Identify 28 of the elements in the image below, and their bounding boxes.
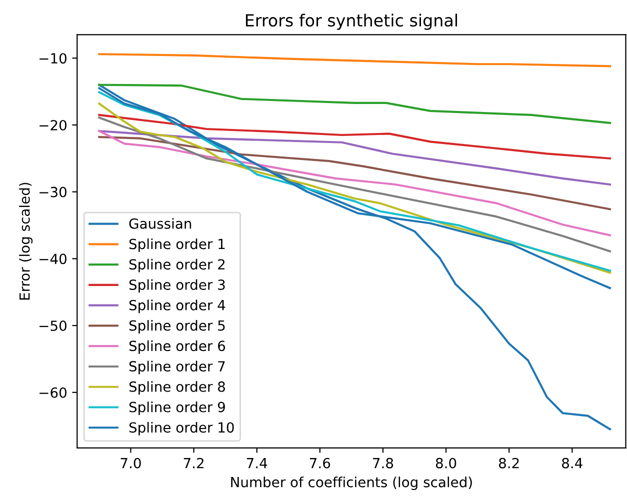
y-tick-label: −50 xyxy=(40,320,66,332)
legend-label: Spline order 7 xyxy=(129,360,225,374)
y-tick-label: −60 xyxy=(40,387,66,398)
x-tick-label: 8.2 xyxy=(498,458,519,468)
x-tick-label: 7.8 xyxy=(373,458,394,468)
legend-label: Spline order 4 xyxy=(129,300,226,314)
y-tick-label: −10 xyxy=(40,53,66,64)
legend-label: Spline order 9 xyxy=(129,402,225,415)
x-tick-label: 8.0 xyxy=(436,458,456,468)
legend-label: Spline order 5 xyxy=(129,320,225,334)
legend-label: Spline order 6 xyxy=(129,340,226,354)
legend-label: Spline order 8 xyxy=(129,381,225,395)
x-tick-label: 7.4 xyxy=(246,458,268,468)
y-tick-label: −30 xyxy=(40,186,66,198)
x-tick-label: 7.0 xyxy=(120,458,141,468)
legend-label: Spline order 1 xyxy=(129,238,225,252)
y-tick-label: −20 xyxy=(40,120,66,130)
legend-label: Gaussian xyxy=(129,218,192,229)
legend-label: Spline order 2 xyxy=(129,258,225,272)
legend-label: Spline order 3 xyxy=(129,279,225,293)
x-tick-label: 7.6 xyxy=(310,458,330,468)
chart-title: Errors for synthetic signal xyxy=(246,14,457,30)
x-tick-label: 8.4 xyxy=(562,458,582,468)
x-axis-title: Number of coefficients (log scaled) xyxy=(231,476,472,490)
y-axis-title: Error (log scaled) xyxy=(19,182,33,300)
y-tick-label: −40 xyxy=(40,254,66,264)
legend-label: Spline order 10 xyxy=(129,422,234,436)
x-tick-label: 7.2 xyxy=(184,458,204,468)
